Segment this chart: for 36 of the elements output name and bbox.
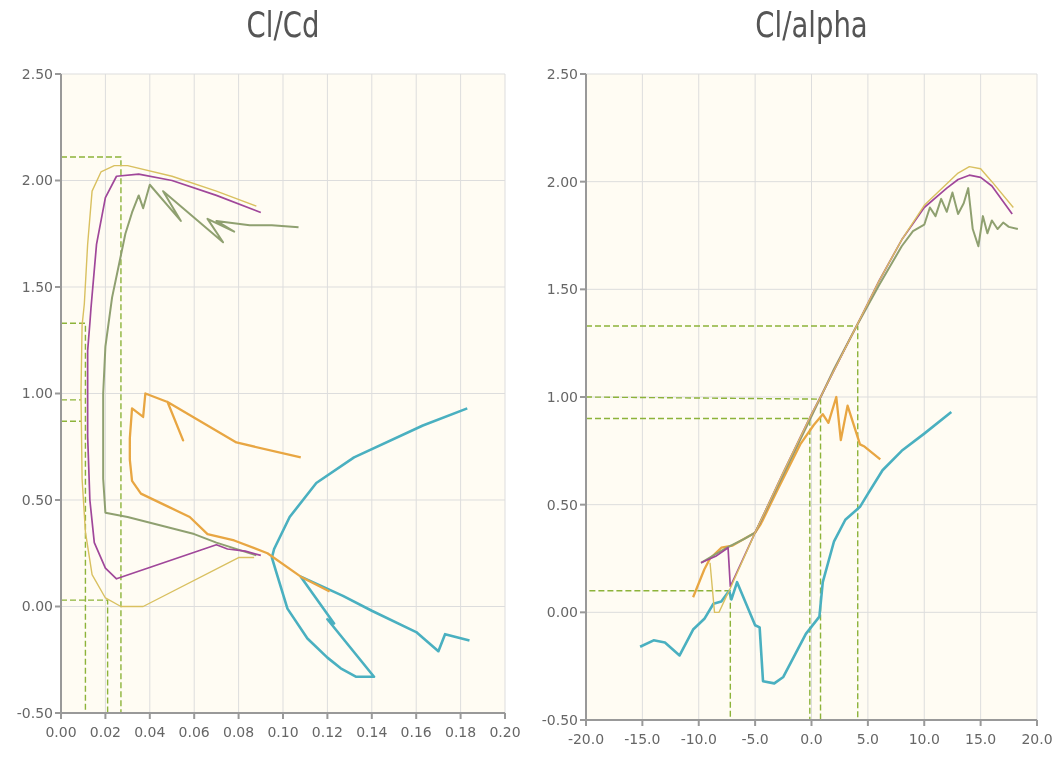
y-tick-label: 1.00 [21,385,53,402]
x-tick-label: 0.14 [356,723,388,740]
y-tick-label: 0.00 [21,598,53,615]
x-tick-label: 0.0 [800,730,823,747]
x-tick-label: 10.0 [908,730,940,747]
y-tick-label: 0.50 [546,496,578,513]
y-tick-label: 1.50 [21,278,53,295]
x-tick-label: 0.04 [134,723,166,740]
y-tick-label: 2.50 [21,65,53,82]
x-tick-label: 0.06 [178,723,210,740]
y-tick-label: 1.00 [546,388,578,405]
y-tick-label: 0.50 [21,491,53,508]
chart-title: Cl/alpha [754,4,869,45]
y-tick-label: 1.50 [546,281,578,298]
y-tick-label: 0.00 [546,604,578,621]
y-tick-label: 2.00 [546,173,578,190]
x-tick-label: 0.02 [89,723,121,740]
x-tick-label: 20.0 [1021,730,1053,747]
x-tick-label: -20.0 [567,730,605,747]
x-tick-label: -5.0 [741,730,769,747]
x-tick-label: 5.0 [856,730,880,747]
y-tick-label: 2.50 [546,65,578,82]
y-tick-label: 2.00 [21,172,53,189]
x-tick-label: 0.20 [489,723,521,740]
x-tick-label: 0.16 [400,723,432,740]
y-tick-label: -0.50 [541,711,578,728]
x-tick-label: 0.12 [311,723,343,740]
x-tick-label: -10.0 [680,730,717,747]
x-tick-label: 0.10 [267,723,299,740]
x-tick-label: 0.18 [445,723,477,740]
x-tick-label: -15.0 [624,730,661,747]
x-tick-label: 0.08 [223,723,255,740]
y-tick-label: -0.50 [16,704,53,721]
chart-title: Cl/Cd [245,4,321,45]
x-tick-label: 0.00 [45,723,77,740]
x-tick-label: 15.0 [965,730,997,747]
